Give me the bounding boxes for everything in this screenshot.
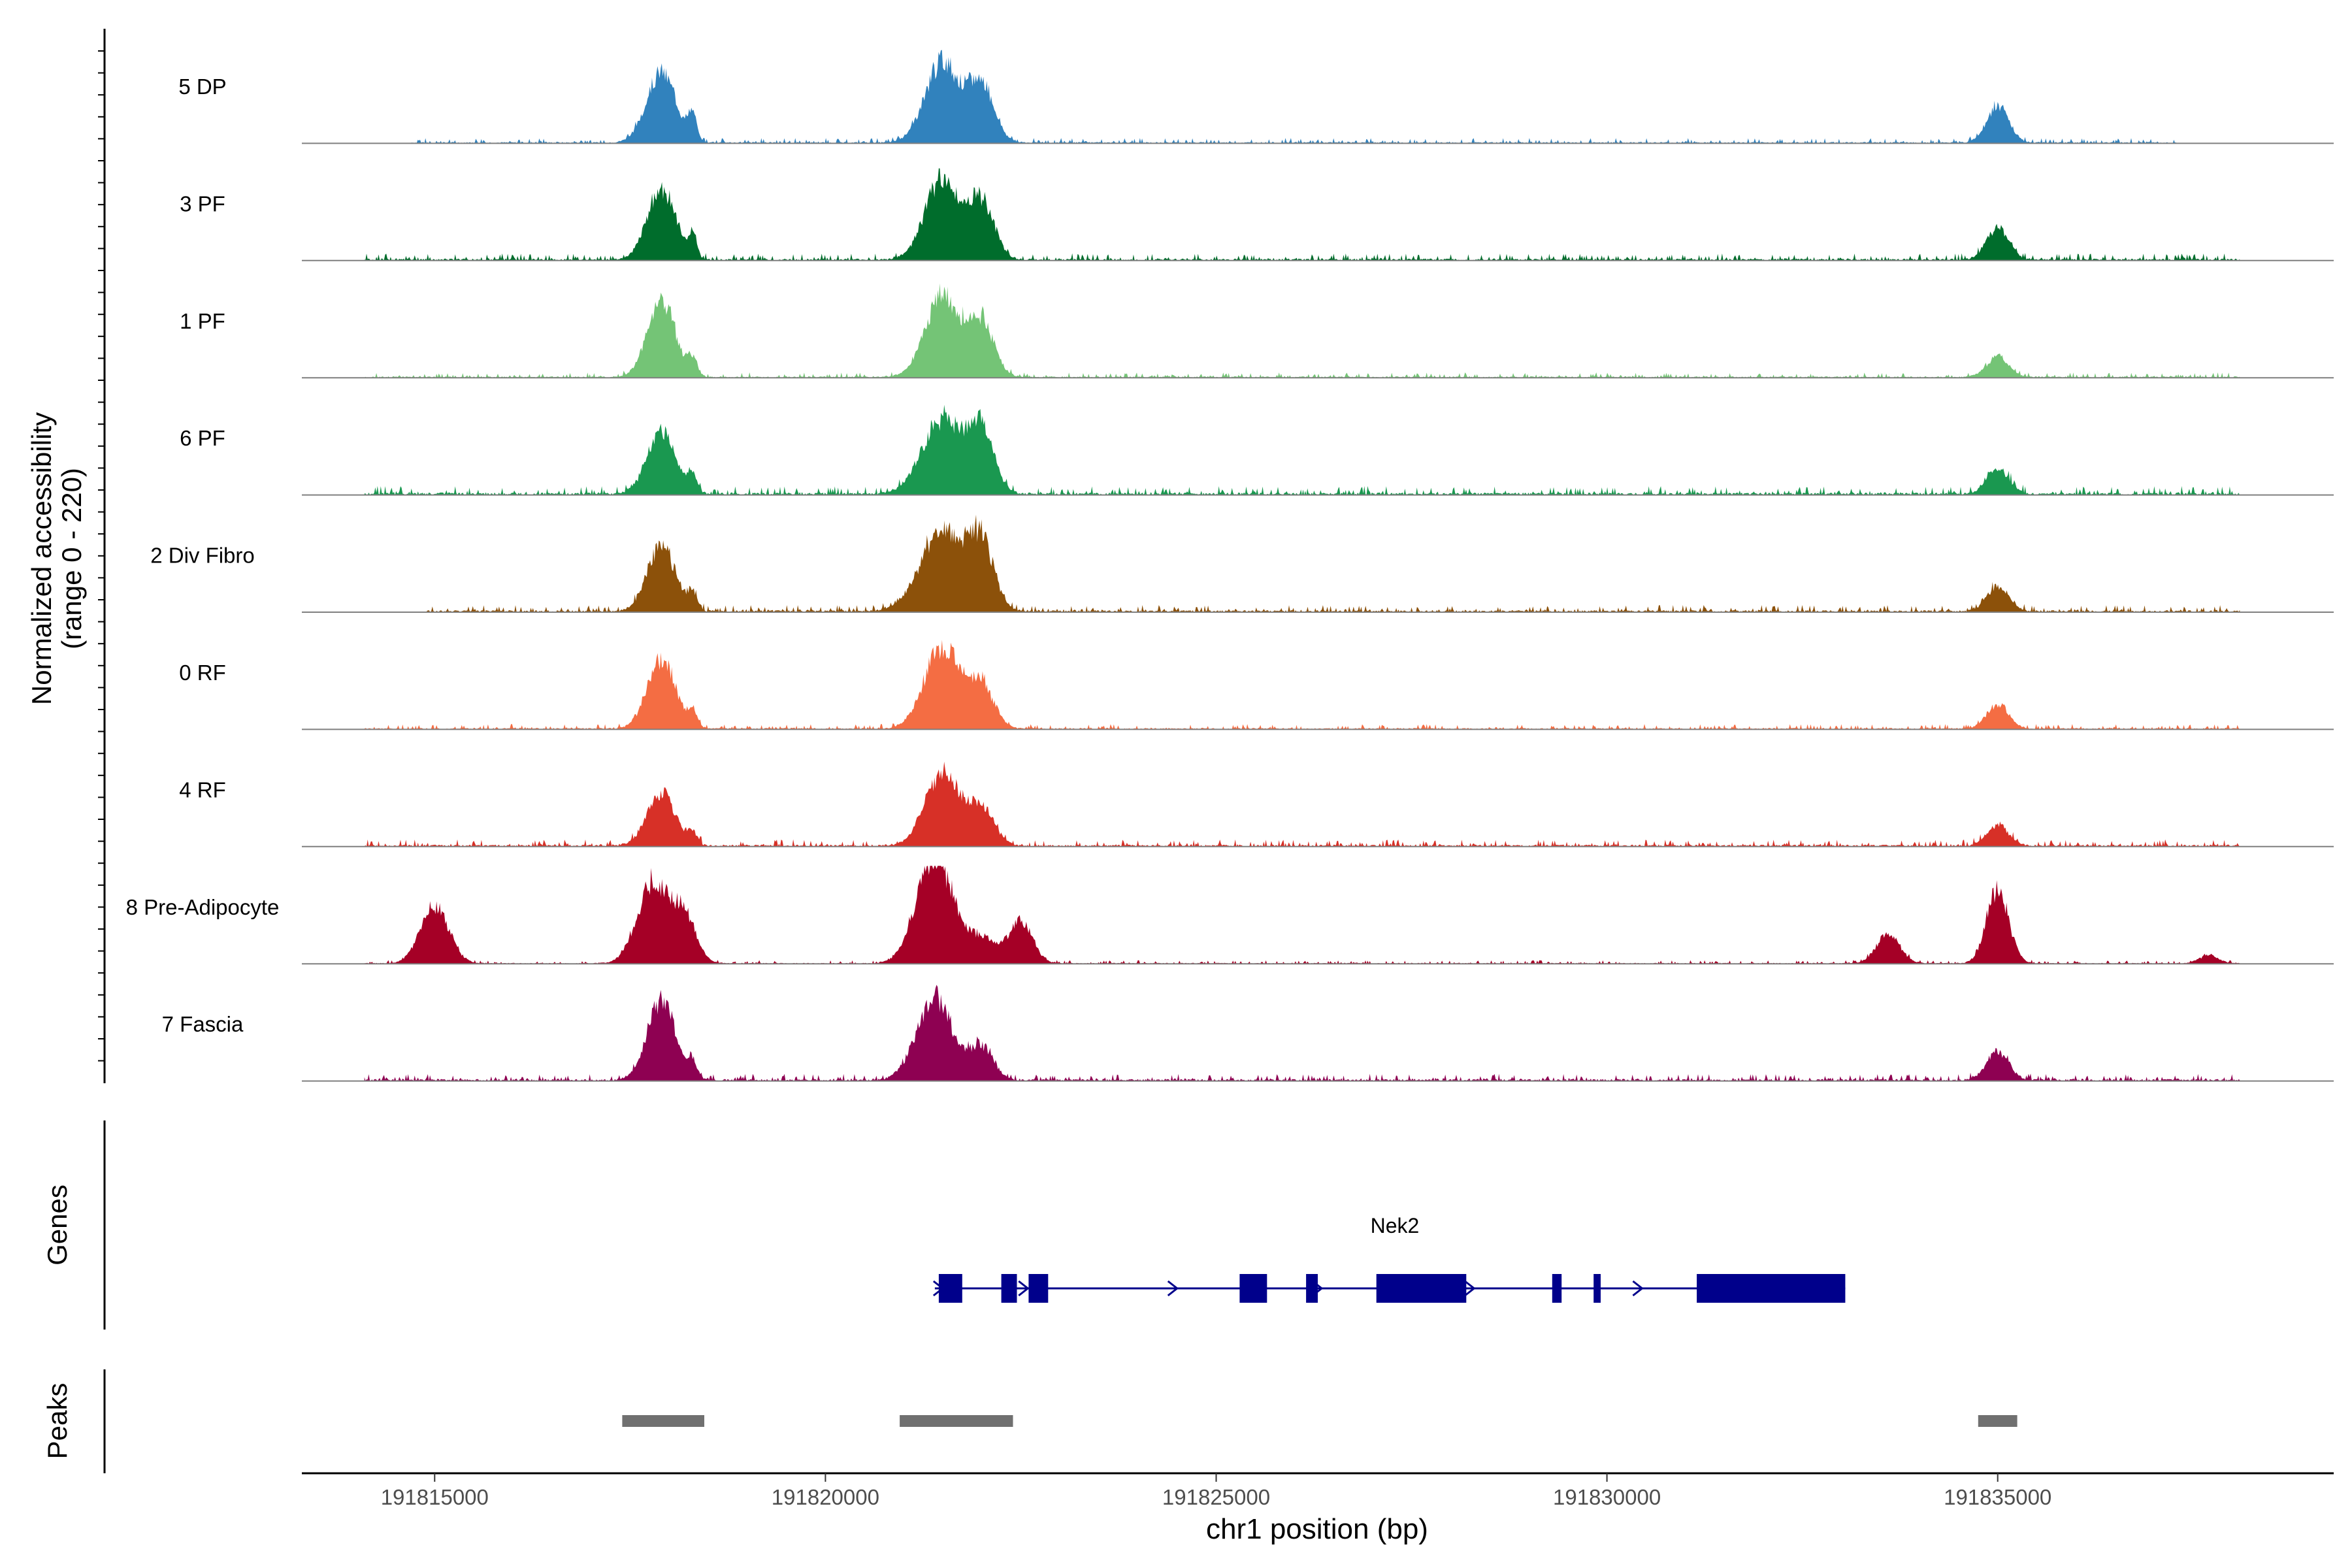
track-label: 6 PF: [180, 426, 225, 450]
gene-exon: [938, 1274, 962, 1303]
strand-arrow: [1167, 1280, 1179, 1297]
track-label: 3 PF: [180, 191, 225, 216]
y-axis-label-line2: (range 0 - 220): [56, 468, 87, 649]
y-axis-label-line1: Normalized accessibility: [26, 412, 57, 705]
gene-exon: [1001, 1274, 1017, 1303]
track-3: 1 PF: [180, 283, 2334, 379]
peak-region: [622, 1415, 704, 1427]
gene-exon: [1593, 1274, 1601, 1303]
track-label: 0 RF: [179, 661, 226, 685]
gene-exon: [1697, 1274, 1846, 1303]
x-tick-label: 191835000: [1944, 1485, 2051, 1509]
x-tick-label: 191825000: [1162, 1485, 1270, 1509]
coverage-tracks: 5 DP 3 PF 1 PF 6 PF 2 Div Fibro 0 RF 4 RF 8 Pre…: [126, 50, 2334, 1082]
track-6: 0 RF: [179, 640, 2334, 730]
x-tick-label: 191830000: [1553, 1485, 1661, 1509]
gene-exon: [1028, 1274, 1049, 1303]
gene-exon: [1376, 1274, 1467, 1303]
peak-track: [622, 1415, 2017, 1427]
track-2: 3 PF: [180, 168, 2334, 261]
peak-region: [900, 1415, 1013, 1427]
x-axis-label: chr1 position (bp): [1206, 1513, 1428, 1545]
x-tick-label: 191815000: [381, 1485, 489, 1509]
gene-exon: [1306, 1274, 1318, 1303]
track-1: 5 DP: [178, 50, 2334, 144]
strand-arrow: [1632, 1280, 1644, 1297]
track-9: 7 Fascia: [162, 985, 2334, 1082]
strand-arrow: [1464, 1280, 1476, 1297]
strand-arrow: [1018, 1280, 1030, 1297]
x-tick-label: 191820000: [772, 1485, 879, 1509]
peak-region: [1978, 1415, 2017, 1427]
genes-panel-label: Genes: [42, 1184, 73, 1266]
track-4: 6 PF: [180, 404, 2334, 496]
gene-exon: [1552, 1274, 1562, 1303]
x-axis-ticks: 191815000 191820000 191825000 191830000 1918…: [381, 1473, 2051, 1509]
track-7: 4 RF: [179, 761, 2334, 847]
coverage-y-ticks: [98, 50, 105, 1062]
gene-exon: [1239, 1274, 1267, 1303]
track-label: 4 RF: [179, 777, 226, 802]
coverage-area: [411, 50, 2178, 144]
gene-label: Nek2: [1371, 1214, 1420, 1237]
peaks-panel-label: Peaks: [42, 1383, 73, 1460]
track-label: 7 Fascia: [162, 1012, 244, 1036]
track-8: 8 Pre-Adipocyte: [126, 866, 2334, 965]
track-label: 5 DP: [178, 74, 226, 99]
track-label: 8 Pre-Adipocyte: [126, 895, 280, 919]
track-label: 1 PF: [180, 309, 225, 333]
gene-track: Nek2: [932, 1214, 1846, 1303]
track-label: 2 Div Fibro: [150, 544, 255, 568]
track-5: 2 Div Fibro: [150, 514, 2334, 613]
